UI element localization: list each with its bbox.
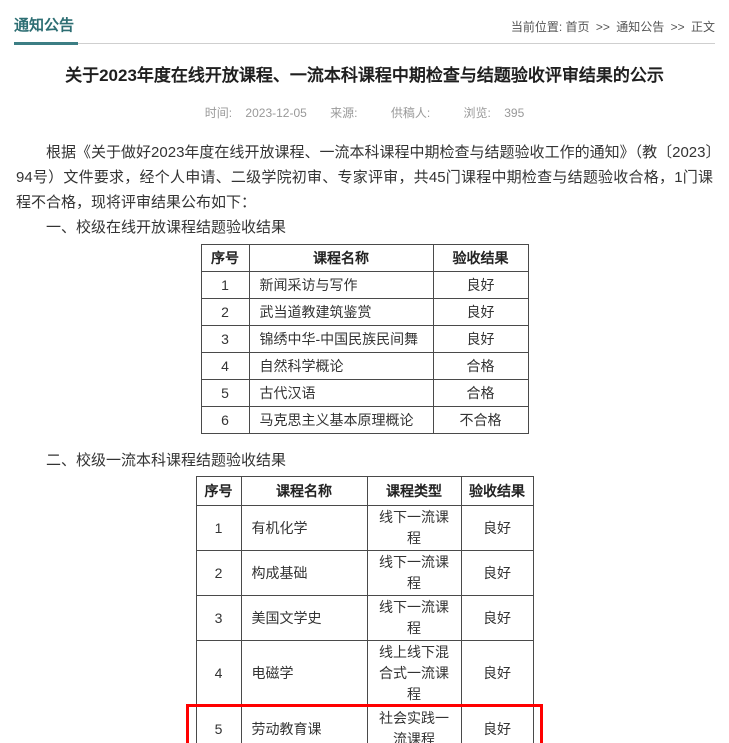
breadcrumb-category-link[interactable]: 通知公告 — [616, 20, 665, 34]
table-cell: 社会实践一流课程 — [366, 706, 462, 743]
breadcrumb: 当前位置: 首页 >> 通知公告 >> 正文 — [511, 18, 715, 35]
table-row: 4 电磁学 线上线下混合式一流课程 良好 — [195, 640, 534, 707]
article-meta: 时间: 2023-12-05 来源: 供稿人: 浏览: 395 — [0, 106, 729, 120]
header-divider-accent — [14, 42, 78, 45]
table-cell: 线下一流课程 — [366, 595, 462, 641]
open-course-results-table: 序号 课程名称 验收结果 1 新闻采访与写作 良好 2 武当道教建筑鉴赏 良好 3 锦绣中华-中国民… — [200, 244, 529, 434]
table-row: 1 有机化学 线下一流课程 良好 — [195, 505, 534, 551]
meta-views: 浏览: 395 — [463, 106, 525, 120]
table-cell: 古代汉语 — [248, 379, 434, 407]
table-cell: 新闻采访与写作 — [248, 271, 434, 299]
table-cell: 构成基础 — [240, 550, 368, 596]
column-header: 验收结果 — [432, 244, 529, 272]
table-cell: 5 — [200, 379, 250, 407]
meta-time: 时间: 2023-12-05 — [204, 106, 307, 120]
table-row: 2 构成基础 线下一流课程 良好 — [195, 550, 534, 596]
table-cell: 线上线下混合式一流课程 — [366, 640, 462, 707]
table-cell: 良好 — [432, 325, 529, 353]
breadcrumb-separator: >> — [670, 20, 685, 34]
meta-contributor: 供稿人: — [390, 106, 431, 120]
table-cell: 良好 — [460, 595, 534, 641]
table-cell: 良好 — [432, 271, 529, 299]
table-cell: 自然科学概论 — [248, 352, 434, 380]
column-header: 课程名称 — [240, 476, 368, 506]
table-cell: 武当道教建筑鉴赏 — [248, 298, 434, 326]
article-title: 关于2023年度在线开放课程、一流本科课程中期检查与结题验收评审结果的公示 — [65, 66, 664, 85]
header-divider — [14, 42, 715, 45]
table-cell: 有机化学 — [240, 505, 368, 551]
table-cell: 线下一流课程 — [366, 550, 462, 596]
page-header: 通知公告 当前位置: 首页 >> 通知公告 >> 正文 — [0, 0, 729, 35]
table-cell: 合格 — [432, 379, 529, 407]
table-cell: 1 — [200, 271, 250, 299]
table-cell: 美国文学史 — [240, 595, 368, 641]
table-cell: 1 — [195, 505, 242, 551]
section-heading-first-class-courses: 二、校级一流本科课程结题验收结果 — [46, 452, 287, 469]
breadcrumb-label: 当前位置: — [510, 20, 563, 34]
channel-title: 通知公告 — [14, 17, 75, 34]
table-cell: 2 — [195, 550, 242, 596]
table-cell: 良好 — [460, 550, 534, 596]
table-row: 3 锦绣中华-中国民族民间舞 良好 — [200, 325, 529, 353]
table-header-row: 序号 课程名称 验收结果 — [200, 244, 529, 272]
table-cell: 3 — [195, 595, 242, 641]
table-cell: 4 — [200, 352, 250, 380]
table-cell: 线下一流课程 — [366, 505, 462, 551]
table-cell: 劳动教育课 — [240, 706, 368, 743]
article-paragraph: 根据《关于做好2023年度在线开放课程、一流本科课程中期检查与结题验收工作的通知… — [16, 144, 713, 211]
table-cell: 3 — [200, 325, 250, 353]
table-cell: 良好 — [460, 505, 534, 551]
table-cell: 良好 — [460, 640, 534, 707]
table-row: 5 古代汉语 合格 — [200, 379, 529, 407]
meta-source: 来源: — [330, 106, 358, 120]
table-cell: 不合格 — [432, 406, 529, 434]
table-cell: 6 — [200, 406, 250, 434]
table-cell: 良好 — [460, 706, 534, 743]
table-cell: 合格 — [432, 352, 529, 380]
table-row: 1 新闻采访与写作 良好 — [200, 271, 529, 299]
table-cell: 锦绣中华-中国民族民间舞 — [248, 325, 434, 353]
column-header: 课程类型 — [366, 476, 462, 506]
table-cell: 5 — [195, 706, 242, 743]
breadcrumb-separator: >> — [595, 20, 610, 34]
table-cell: 4 — [195, 640, 242, 707]
column-header: 课程名称 — [248, 244, 434, 272]
table-cell: 2 — [200, 298, 250, 326]
breadcrumb-current-page: 正文 — [690, 20, 715, 34]
section-heading-open-courses: 一、校级在线开放课程结题验收结果 — [46, 219, 287, 236]
table-row: 2 武当道教建筑鉴赏 良好 — [200, 298, 529, 326]
table-cell: 电磁学 — [240, 640, 368, 707]
table-cell: 马克思主义基本原理概论 — [248, 406, 434, 434]
table-row: 3 美国文学史 线下一流课程 良好 — [195, 595, 534, 641]
breadcrumb-home-link[interactable]: 首页 — [565, 20, 590, 34]
first-class-course-results-table: 序号 课程名称 课程类型 验收结果 1 有机化学 线下一流课程 良好 2 构成基础 线下一流课程 良好… — [195, 476, 534, 743]
table-header-row: 序号 课程名称 课程类型 验收结果 — [195, 476, 534, 506]
table-row: 4 自然科学概论 合格 — [200, 352, 529, 380]
table-row-highlighted: 5 劳动教育课 社会实践一流课程 良好 — [195, 706, 534, 743]
column-header: 序号 — [195, 476, 242, 506]
column-header: 序号 — [200, 244, 250, 272]
column-header: 验收结果 — [460, 476, 534, 506]
table-row: 6 马克思主义基本原理概论 不合格 — [200, 406, 529, 434]
table-cell: 良好 — [432, 298, 529, 326]
